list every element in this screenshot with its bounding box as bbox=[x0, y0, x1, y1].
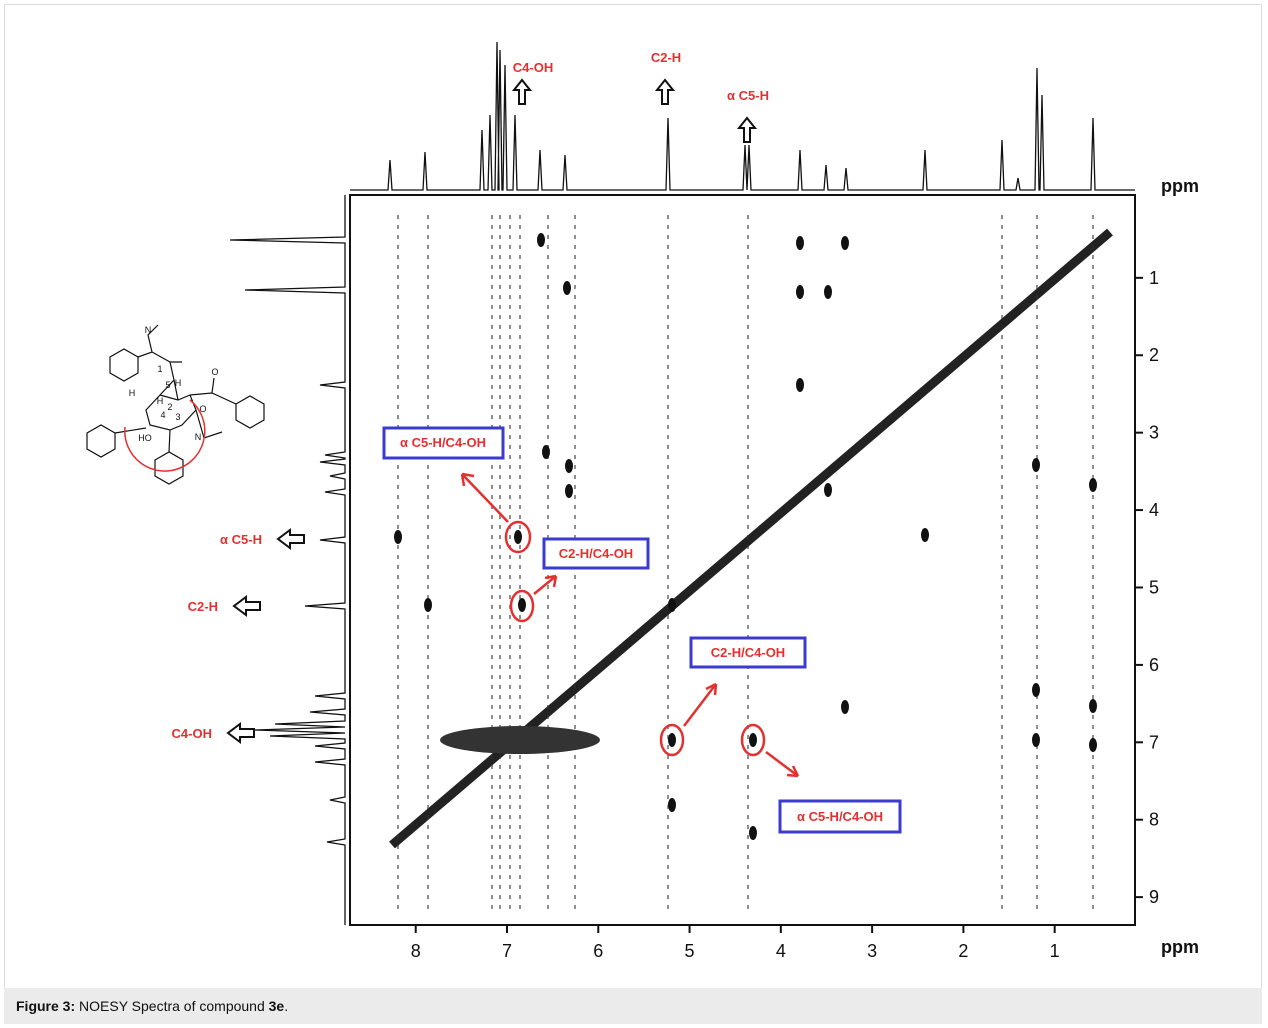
callout-arrow bbox=[684, 684, 716, 726]
cross-peak bbox=[565, 484, 573, 498]
cross-peaks bbox=[392, 215, 1110, 915]
cross-peak bbox=[824, 483, 832, 497]
axes: ppm ppm 8 7 6 5 4 3 2 1 1 2 3 4 5 6 7 8 9 bbox=[411, 176, 1199, 961]
arrow bbox=[514, 80, 530, 104]
cross-peak bbox=[1032, 683, 1040, 697]
atom-label: HO bbox=[138, 433, 152, 443]
atom-label: O bbox=[211, 367, 218, 377]
cross-peak bbox=[1089, 699, 1097, 713]
callout-label: C2-H/C4-OH bbox=[711, 645, 785, 660]
cross-peak bbox=[796, 236, 804, 250]
x-tick-label: 7 bbox=[502, 941, 512, 961]
atom-label: 2 bbox=[167, 402, 172, 412]
atom-label: 3 bbox=[175, 412, 180, 422]
cross-peak bbox=[796, 378, 804, 392]
cross-peak bbox=[565, 459, 573, 473]
callout-arrow bbox=[534, 576, 556, 594]
atom-label: 1 bbox=[157, 364, 162, 374]
caption: Figure 3: NOESY Spectra of compound 3e. bbox=[4, 988, 1262, 1024]
arrow bbox=[228, 724, 254, 742]
cross-peak bbox=[394, 530, 402, 544]
cross-peak bbox=[1089, 738, 1097, 752]
atom-label: H bbox=[129, 388, 136, 398]
spectra bbox=[230, 42, 1135, 925]
top-label: α C5-H bbox=[727, 88, 769, 103]
cross-peak bbox=[841, 700, 849, 714]
left-label: C2-H bbox=[188, 599, 218, 614]
arrow bbox=[234, 597, 260, 615]
y-tick-label: 9 bbox=[1149, 887, 1159, 907]
top-annotations: C4-OH C2-H α C5-H bbox=[513, 50, 769, 142]
atom-label: 5 bbox=[165, 380, 170, 390]
cross-peak bbox=[542, 445, 550, 459]
cross-peak bbox=[514, 530, 522, 544]
y-tick-label: 8 bbox=[1149, 810, 1159, 830]
cross-peak bbox=[1032, 733, 1040, 747]
callout-label: C2-H/C4-OH bbox=[559, 546, 633, 561]
left-annotations: α C5-H C2-H C4-OH bbox=[172, 530, 304, 742]
x-tick-label: 5 bbox=[685, 941, 695, 961]
cross-peak bbox=[668, 733, 676, 747]
callout-label: α C5-H/C4-OH bbox=[797, 809, 883, 824]
cross-peak bbox=[749, 733, 757, 747]
callout-label: α C5-H/C4-OH bbox=[400, 435, 486, 450]
top-label: C4-OH bbox=[513, 60, 553, 75]
callout-arrow bbox=[462, 474, 508, 522]
caption-text: NOESY Spectra of compound bbox=[79, 998, 265, 1014]
callout-arrow bbox=[766, 752, 798, 776]
cross-peak bbox=[424, 598, 432, 612]
axis-unit: ppm bbox=[1161, 937, 1199, 957]
cross-peak bbox=[537, 233, 545, 247]
cross-peak bbox=[796, 285, 804, 299]
left-spectrum bbox=[230, 195, 345, 925]
atom-label: 4 bbox=[160, 410, 165, 420]
x-tick-label: 8 bbox=[411, 941, 421, 961]
axis-unit: ppm bbox=[1161, 176, 1199, 196]
cross-peak bbox=[518, 598, 526, 612]
arrow bbox=[278, 530, 304, 548]
page-body: {"figure":{ "x_axis":{"unit":"ppm","xlim… bbox=[0, 0, 1268, 1028]
atom-label: H bbox=[157, 396, 164, 406]
atom-label: O bbox=[199, 404, 206, 414]
noesy-figure: C4-OH C2-H α C5-H α C5-H C2-H C4-OH α C5… bbox=[0, 0, 1268, 988]
atom-label: H bbox=[175, 378, 182, 388]
x-tick-label: 6 bbox=[593, 941, 603, 961]
x-tick-label: 3 bbox=[867, 941, 877, 961]
cross-peak bbox=[921, 528, 929, 542]
atom-label: N bbox=[145, 325, 152, 335]
cross-peak bbox=[841, 236, 849, 250]
cross-peak bbox=[1032, 458, 1040, 472]
page: NOESY Spectra html,body{margin:0;padding… bbox=[0, 0, 1268, 1028]
left-label: α C5-H bbox=[220, 532, 262, 547]
y-tick-label: 2 bbox=[1149, 345, 1159, 365]
caption-end: . bbox=[284, 998, 288, 1014]
caption-compound: 3e bbox=[269, 998, 285, 1014]
cross-peak bbox=[1089, 478, 1097, 492]
y-tick-label: 1 bbox=[1149, 268, 1159, 288]
top-spectrum bbox=[350, 42, 1135, 190]
cross-peak bbox=[668, 598, 676, 612]
x-tick-label: 2 bbox=[958, 941, 968, 961]
x-tick-label: 1 bbox=[1050, 941, 1060, 961]
atom-label: N bbox=[195, 432, 202, 442]
cross-peak bbox=[824, 285, 832, 299]
cross-peak bbox=[668, 798, 676, 812]
x-tick-label: 4 bbox=[776, 941, 786, 961]
y-tick-label: 4 bbox=[1149, 500, 1159, 520]
left-label: C4-OH bbox=[172, 726, 212, 741]
top-label: C2-H bbox=[651, 50, 681, 65]
molecule bbox=[87, 325, 264, 484]
arrow bbox=[657, 80, 673, 104]
y-tick-label: 3 bbox=[1149, 423, 1159, 443]
arrow bbox=[739, 118, 755, 142]
diagonal-blob bbox=[440, 726, 600, 754]
cross-peak bbox=[563, 281, 571, 295]
caption-label: Figure 3: bbox=[16, 998, 75, 1014]
plot-frame bbox=[350, 195, 1135, 925]
y-tick-label: 7 bbox=[1149, 732, 1159, 752]
y-tick-label: 5 bbox=[1149, 577, 1159, 597]
y-tick-label: 6 bbox=[1149, 655, 1159, 675]
cross-peak bbox=[749, 826, 757, 840]
